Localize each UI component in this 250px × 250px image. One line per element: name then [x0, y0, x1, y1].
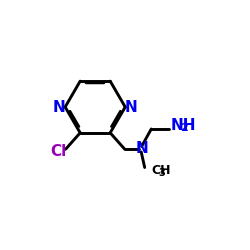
- Text: Cl: Cl: [50, 144, 66, 159]
- Text: N: N: [53, 100, 66, 114]
- Text: CH: CH: [151, 164, 171, 177]
- Text: NH: NH: [171, 118, 196, 133]
- Text: N: N: [125, 100, 138, 114]
- Text: 3: 3: [159, 168, 166, 178]
- Text: 2: 2: [180, 123, 188, 133]
- Text: N: N: [136, 141, 148, 156]
